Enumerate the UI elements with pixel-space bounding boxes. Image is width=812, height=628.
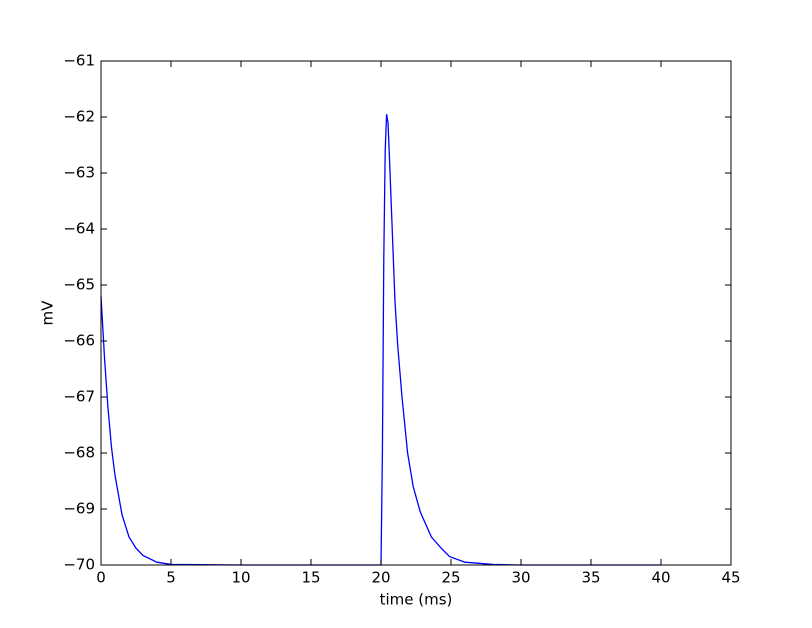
x-tick-label: 40: [651, 569, 670, 587]
y-tick-label: −68: [63, 444, 95, 462]
x-tick-label: 45: [721, 569, 740, 587]
y-tick-label: −70: [63, 556, 95, 574]
x-tick-label: 20: [371, 569, 390, 587]
y-axis-label: mV: [39, 300, 57, 326]
y-tick-label: −69: [63, 500, 95, 518]
plot-frame: [100, 60, 732, 566]
x-tick-label: 10: [231, 569, 250, 587]
x-tick-label: 5: [166, 569, 176, 587]
x-tick-label: 30: [511, 569, 530, 587]
y-tick-label: −64: [63, 220, 95, 238]
x-tick-label: 25: [441, 569, 460, 587]
y-tick-label: −67: [63, 388, 95, 406]
x-tick-label: 35: [581, 569, 600, 587]
x-tick-label: 0: [96, 569, 106, 587]
y-tick-label: −62: [63, 108, 95, 126]
y-tick-label: −66: [63, 332, 95, 350]
y-tick-label: −65: [63, 276, 95, 294]
y-tick-label: −63: [63, 164, 95, 182]
data-line: [100, 114, 661, 566]
y-tick-label: −61: [63, 52, 95, 70]
x-tick-label: 15: [301, 569, 320, 587]
x-axis-label: time (ms): [380, 591, 453, 609]
